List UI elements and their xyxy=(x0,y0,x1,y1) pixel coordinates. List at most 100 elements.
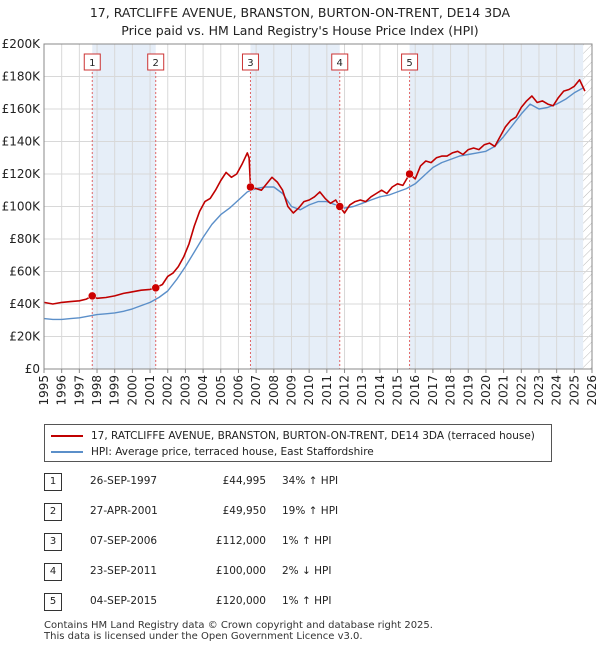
table-row: 2 27-APR-2001 £49,950 19% ↑ HPI xyxy=(44,503,564,533)
x-tick-label: 2023 xyxy=(532,375,546,406)
y-tick-label: £120K xyxy=(2,167,42,181)
x-tick-label: 2009 xyxy=(284,375,298,406)
sale-number-label: 4 xyxy=(337,58,343,69)
sale-number-badge: 5 xyxy=(44,593,62,611)
sale-number-box xyxy=(147,53,165,71)
x-tick-label: 2026 xyxy=(585,375,599,406)
sale-date: 04-SEP-2015 xyxy=(90,595,158,607)
x-tick-label: 2016 xyxy=(408,375,422,406)
sale-number-badge: 2 xyxy=(44,503,62,521)
sale-number-badge: 1 xyxy=(44,473,62,491)
y-tick-label: £40K xyxy=(9,297,41,311)
sale-number-badge: 4 xyxy=(44,563,62,581)
table-row: 4 23-SEP-2011 £100,000 2% ↓ HPI xyxy=(44,563,564,593)
footer-licence: This data is licensed under the Open Gov… xyxy=(44,631,363,642)
x-tick-label: 2004 xyxy=(196,375,210,406)
sale-hpi-diff: 2% ↓ HPI xyxy=(282,565,332,577)
legend-swatch-hpi xyxy=(51,451,83,453)
sale-hpi-diff: 1% ↑ HPI xyxy=(282,595,332,607)
x-tick-label: 2025 xyxy=(567,375,581,406)
sale-price: £112,000 xyxy=(215,535,266,547)
x-tick-label: 2014 xyxy=(373,375,387,406)
sale-number-box xyxy=(401,53,419,71)
sale-hpi-diff: 19% ↑ HPI xyxy=(282,505,339,517)
sale-point xyxy=(405,169,414,179)
y-tick-label: £100K xyxy=(2,200,42,214)
sale-number-box xyxy=(241,53,259,71)
x-tick-label: 2005 xyxy=(214,375,228,406)
x-tick-label: 2003 xyxy=(178,375,192,406)
legend-swatch-property xyxy=(51,435,83,437)
x-tick-label: 2012 xyxy=(338,375,352,406)
sale-point xyxy=(151,283,160,293)
sale-point xyxy=(88,291,97,301)
y-tick-label: £60K xyxy=(9,265,41,279)
legend-item-property: 17, RATCLIFFE AVENUE, BRANSTON, BURTON-O… xyxy=(51,428,535,444)
x-tick-label: 2006 xyxy=(231,375,245,406)
x-tick-label: 2015 xyxy=(391,375,405,406)
sale-number-badge: 3 xyxy=(44,533,62,551)
legend-label-property: 17, RATCLIFFE AVENUE, BRANSTON, BURTON-O… xyxy=(91,430,535,442)
legend: 17, RATCLIFFE AVENUE, BRANSTON, BURTON-O… xyxy=(44,424,552,462)
x-tick-label: 2013 xyxy=(355,375,369,406)
footer-copyright: Contains HM Land Registry data © Crown c… xyxy=(44,620,433,631)
x-tick-label: 2010 xyxy=(302,375,316,406)
x-tick-label: 2024 xyxy=(550,375,564,406)
y-tick-label: £140K xyxy=(2,135,42,149)
y-tick-label: £180K xyxy=(2,70,42,84)
sale-date: 23-SEP-2011 xyxy=(90,565,158,577)
x-tick-label: 2018 xyxy=(444,375,458,406)
x-tick-label: 2011 xyxy=(320,375,334,406)
sale-price: £100,000 xyxy=(215,565,266,577)
sale-number-box xyxy=(331,53,349,71)
sale-number-box xyxy=(83,53,101,71)
table-row: 1 26-SEP-1997 £44,995 34% ↑ HPI xyxy=(44,473,564,503)
sale-hpi-diff: 34% ↑ HPI xyxy=(282,475,339,487)
property-price-line xyxy=(43,79,586,305)
sale-price: £49,950 xyxy=(222,505,266,517)
hpi-line xyxy=(43,87,584,321)
table-row: 3 07-SEP-2006 £112,000 1% ↑ HPI xyxy=(44,533,564,563)
legend-item-hpi: HPI: Average price, terraced house, East… xyxy=(51,444,374,460)
sale-point xyxy=(246,182,255,192)
sale-date: 27-APR-2001 xyxy=(90,505,158,517)
y-tick-label: £160K xyxy=(2,102,42,116)
chart-title-block: 17, RATCLIFFE AVENUE, BRANSTON, BURTON-O… xyxy=(0,4,600,40)
chart-subtitle: Price paid vs. HM Land Registry's House … xyxy=(121,23,479,38)
y-tick-label: £20K xyxy=(9,330,41,344)
x-tick-label: 2001 xyxy=(143,375,157,406)
plot-frame xyxy=(43,43,593,370)
x-tick-label: 1998 xyxy=(90,375,104,406)
legend-label-hpi: HPI: Average price, terraced house, East… xyxy=(91,446,374,458)
x-tick-label: 2002 xyxy=(161,375,175,406)
price-chart: 1 2 3 4 5 £0 £20K £40K £60K £80K £100K £120K £140K £… xyxy=(2,37,599,406)
x-tick-label: 2020 xyxy=(479,375,493,406)
sale-price: £44,995 xyxy=(222,475,266,487)
sales-table: 1 26-SEP-1997 £44,995 34% ↑ HPI 2 27-APR… xyxy=(44,473,564,623)
x-tick-label: 2022 xyxy=(514,375,528,406)
sale-date: 07-SEP-2006 xyxy=(90,535,158,547)
sale-point xyxy=(335,202,344,211)
sale-number-label: 3 xyxy=(247,58,253,69)
sale-number-label: 1 xyxy=(89,58,95,69)
y-tick-label: £200K xyxy=(2,37,42,51)
x-tick-label: 1999 xyxy=(108,375,122,406)
sale-hpi-diff: 1% ↑ HPI xyxy=(282,535,332,547)
sale-price: £120,000 xyxy=(215,595,266,607)
x-tick-label: 2008 xyxy=(267,375,281,406)
x-tick-label: 2017 xyxy=(426,375,440,406)
x-tick-label: 2000 xyxy=(125,375,139,406)
y-tick-label: £0 xyxy=(25,362,40,376)
table-row: 5 04-SEP-2015 £120,000 1% ↑ HPI xyxy=(44,593,564,623)
sale-number-label: 5 xyxy=(406,58,412,69)
x-tick-label: 1995 xyxy=(37,375,51,406)
x-tick-label: 1996 xyxy=(55,375,69,406)
x-tick-label: 2019 xyxy=(461,375,475,406)
x-tick-label: 2021 xyxy=(497,375,511,406)
sale-date: 26-SEP-1997 xyxy=(90,475,158,487)
sale-number-label: 2 xyxy=(153,58,159,69)
x-tick-label: 1997 xyxy=(72,375,86,406)
x-tick-label: 2007 xyxy=(249,375,263,406)
chart-title: 17, RATCLIFFE AVENUE, BRANSTON, BURTON-O… xyxy=(89,5,511,20)
y-tick-label: £80K xyxy=(9,232,41,246)
